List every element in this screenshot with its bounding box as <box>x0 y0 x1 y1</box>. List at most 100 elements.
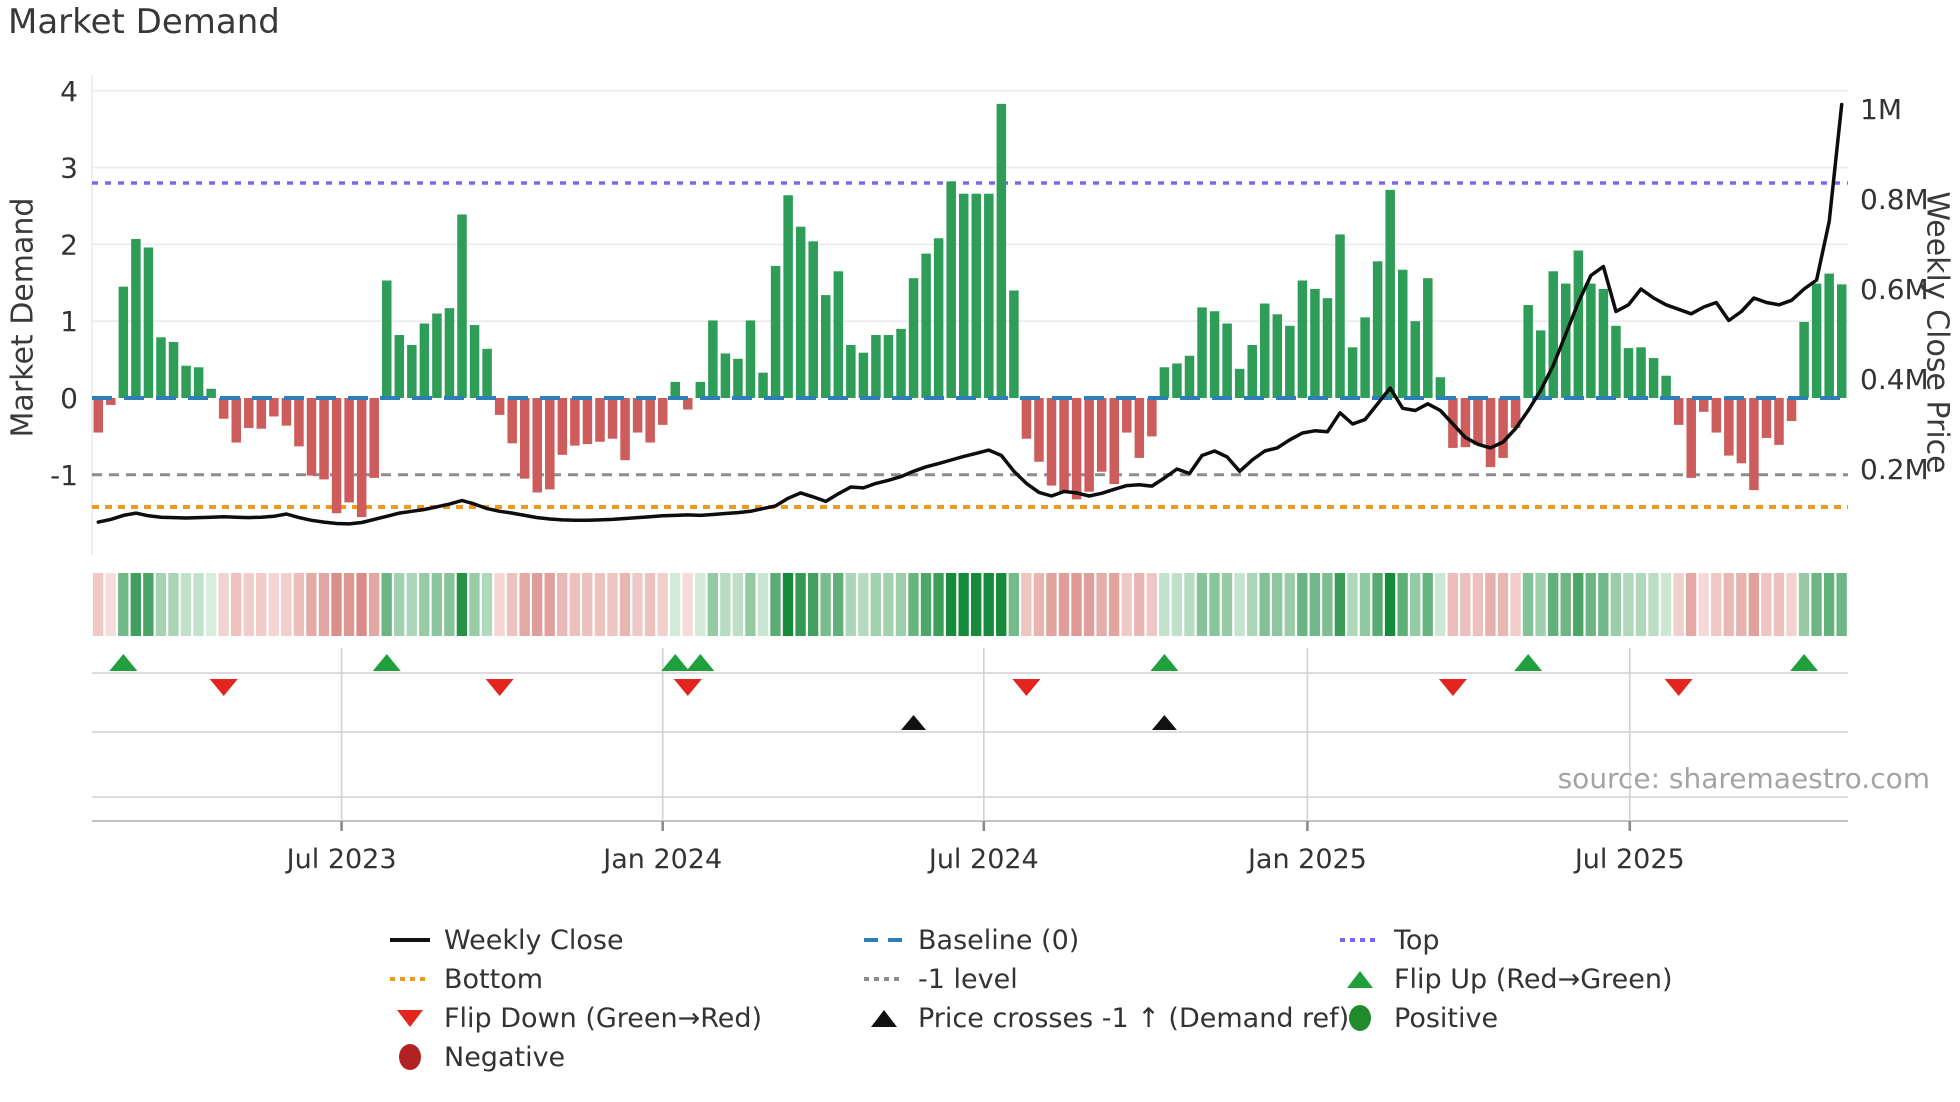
demand-bar <box>1021 398 1032 439</box>
heat-cell <box>143 573 154 636</box>
heat-cell <box>582 573 593 636</box>
demand-bar <box>1611 325 1621 398</box>
page-title: Market Demand <box>8 2 280 42</box>
demand-bar <box>1548 271 1558 398</box>
demand-bar <box>1134 398 1145 458</box>
demand-bar <box>1084 398 1094 492</box>
demand-bar <box>319 398 329 480</box>
heat-cell <box>920 573 932 636</box>
demand-bar <box>858 352 869 398</box>
demand-bar <box>1473 398 1483 445</box>
demand-bar <box>570 398 580 446</box>
demand-bar <box>1699 398 1709 412</box>
heat-cell <box>394 573 405 636</box>
demand-bar <box>469 325 480 398</box>
demand-bar <box>1661 375 1671 398</box>
demand-bar <box>946 181 956 398</box>
heat-cell <box>1046 573 1057 636</box>
flip-up-marker <box>1790 654 1819 671</box>
demand-bar <box>770 265 781 398</box>
demand-bar <box>695 381 706 398</box>
heat-cell <box>1798 573 1810 636</box>
demand-bar <box>1736 398 1747 464</box>
heat-cell <box>431 573 442 636</box>
demand-bar <box>457 214 467 398</box>
heat-cell <box>256 573 267 636</box>
demand-bar <box>1761 398 1772 438</box>
heat-cell <box>118 573 129 636</box>
demand-bar <box>1310 288 1320 398</box>
demand-bar <box>168 341 179 398</box>
demand-bar <box>532 398 543 493</box>
demand-bar <box>206 388 216 398</box>
demand-bar <box>557 398 568 455</box>
x-tick-label: Jul 2024 <box>927 844 1039 875</box>
demand-bar <box>1184 355 1195 398</box>
demand-bar <box>1824 273 1834 398</box>
demand-bar <box>657 398 668 425</box>
heat-cell <box>381 573 392 636</box>
heat-cell <box>732 573 744 636</box>
heat-cell <box>1773 573 1785 636</box>
right-axis-tick-label: 0.6M <box>1860 273 1929 306</box>
heat-cell <box>845 573 856 636</box>
demand-bar <box>582 398 593 445</box>
demand-bar <box>382 280 392 398</box>
demand-bar <box>1423 278 1433 398</box>
demand-bar <box>783 195 793 398</box>
flip-up-marker <box>109 654 138 671</box>
heat-cell <box>933 573 944 636</box>
heat-cell <box>607 573 618 636</box>
flip-down-marker <box>1012 679 1041 696</box>
heat-cell <box>1184 573 1195 636</box>
heat-cell <box>356 573 367 636</box>
demand-bar <box>1435 377 1446 398</box>
demand-bar <box>1673 398 1684 425</box>
demand-bar <box>1360 317 1370 398</box>
heat-cell <box>1711 573 1722 636</box>
demand-bar <box>1535 330 1546 398</box>
heat-cell <box>1058 573 1070 636</box>
demand-bar <box>1234 368 1245 398</box>
heat-cell <box>1598 573 1609 636</box>
heat-cell <box>318 573 330 636</box>
price-cross-marker <box>901 715 927 730</box>
demand-bar <box>984 193 994 398</box>
left-axis-tick-label: 0 <box>60 382 78 415</box>
demand-bar <box>432 313 442 398</box>
heat-cell <box>1573 573 1584 636</box>
heat-cell <box>193 573 204 636</box>
demand-bar <box>1385 189 1395 398</box>
heat-cell <box>1698 573 1709 636</box>
flip-up-marker <box>1150 654 1179 671</box>
heat-cell <box>105 573 116 636</box>
demand-bar <box>683 398 693 410</box>
heat-cell <box>1761 573 1772 636</box>
heat-cell <box>419 573 430 636</box>
demand-bar <box>1209 311 1220 398</box>
demand-bar <box>118 286 129 398</box>
flip-down-marker <box>485 679 514 696</box>
demand-bar <box>1510 398 1521 428</box>
heat-cell <box>1108 573 1120 636</box>
demand-bar <box>1523 305 1533 398</box>
x-tick-label: Jul 2023 <box>285 844 397 875</box>
heat-cell <box>168 573 179 636</box>
heat-cell <box>1008 573 1019 636</box>
demand-bar <box>1247 345 1257 398</box>
demand-bar <box>1774 398 1784 445</box>
demand-bar <box>1372 261 1383 398</box>
demand-bar <box>670 381 680 398</box>
heat-cell <box>1322 573 1333 636</box>
weekly-close-line <box>96 102 1844 526</box>
heat-cell <box>532 573 543 636</box>
heat-cell <box>1435 573 1446 636</box>
heat-cell <box>1297 573 1308 636</box>
heat-cell <box>1560 573 1571 636</box>
heat-cell <box>707 573 718 636</box>
demand-bar <box>1397 269 1408 398</box>
demand-bar <box>1347 347 1358 398</box>
heat-cell <box>807 573 819 636</box>
flip-up-marker <box>661 654 690 671</box>
heat-cell <box>996 573 1007 636</box>
